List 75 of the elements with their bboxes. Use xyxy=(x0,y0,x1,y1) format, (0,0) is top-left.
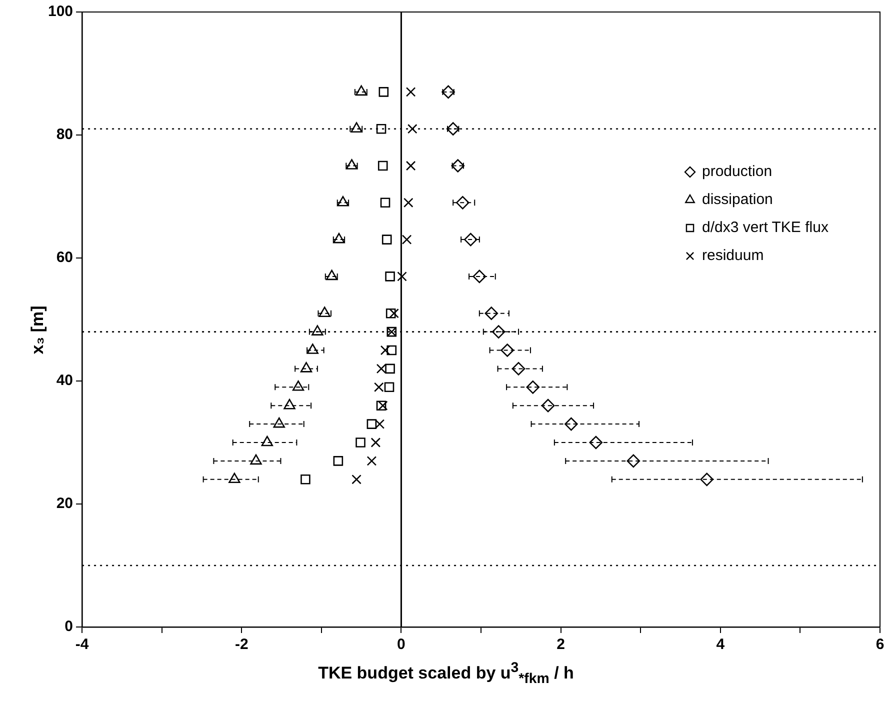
point xyxy=(472,270,486,284)
point xyxy=(385,272,395,282)
point xyxy=(350,122,362,132)
point xyxy=(484,306,498,320)
x-tick-label: 6 xyxy=(876,636,884,654)
x-tick-label: -4 xyxy=(75,636,90,654)
point xyxy=(406,87,416,97)
legend-label: production xyxy=(702,163,772,180)
x-tick-label: 2 xyxy=(556,636,565,654)
point xyxy=(374,382,384,392)
point xyxy=(346,159,358,170)
point xyxy=(378,160,388,171)
point xyxy=(273,417,285,428)
legend-label: d/dx3 vert TKE flux xyxy=(702,219,829,236)
point xyxy=(261,436,274,446)
point xyxy=(380,198,390,208)
point xyxy=(337,196,349,206)
point xyxy=(456,196,470,210)
x-tick-label: 4 xyxy=(716,636,726,654)
point xyxy=(333,456,344,466)
y-tick-label: 100 xyxy=(48,3,74,20)
point xyxy=(451,159,465,172)
point xyxy=(512,362,526,376)
point xyxy=(407,124,418,134)
point xyxy=(700,472,714,486)
point xyxy=(292,380,304,391)
y-tick-label: 20 xyxy=(56,495,74,512)
point xyxy=(492,325,506,338)
point xyxy=(306,344,318,354)
point xyxy=(626,454,640,468)
point xyxy=(312,325,324,336)
point xyxy=(446,122,460,136)
point xyxy=(374,419,385,429)
x-tick-label: 0 xyxy=(397,636,406,654)
point xyxy=(386,345,397,356)
point xyxy=(366,456,377,466)
point xyxy=(406,160,416,171)
point xyxy=(541,398,555,412)
point xyxy=(526,380,540,394)
point xyxy=(370,438,381,448)
point xyxy=(326,270,338,280)
point xyxy=(355,85,368,96)
point xyxy=(402,234,412,244)
point xyxy=(376,364,386,374)
point xyxy=(384,382,394,392)
point xyxy=(376,124,386,134)
y-tick-label: 0 xyxy=(64,618,74,636)
legend-label: dissipation xyxy=(702,191,773,208)
x-tick-label: -2 xyxy=(234,636,248,654)
point xyxy=(442,85,455,99)
point xyxy=(378,87,389,97)
point xyxy=(382,234,392,244)
legend-label: residuum xyxy=(702,247,764,264)
point xyxy=(366,419,377,429)
y-tick-label: 40 xyxy=(56,372,74,390)
point xyxy=(500,344,514,357)
point xyxy=(228,472,240,484)
point xyxy=(284,398,296,410)
point xyxy=(352,474,362,484)
x-axis-title: TKE budget scaled by u$^{3}$$_{*fkm}$ / h xyxy=(317,660,575,688)
point xyxy=(300,362,312,372)
point xyxy=(385,364,395,374)
point xyxy=(318,306,330,317)
point xyxy=(386,308,396,318)
point xyxy=(589,436,603,450)
y-tick-label: 60 xyxy=(56,249,74,266)
point xyxy=(464,232,478,246)
point xyxy=(404,198,414,208)
point xyxy=(564,417,578,431)
y-axis-title: x₃ [m] xyxy=(28,304,48,356)
point xyxy=(356,438,366,448)
point xyxy=(300,474,310,484)
y-tick-label: 80 xyxy=(56,126,74,144)
point xyxy=(250,454,262,465)
point xyxy=(333,232,345,244)
